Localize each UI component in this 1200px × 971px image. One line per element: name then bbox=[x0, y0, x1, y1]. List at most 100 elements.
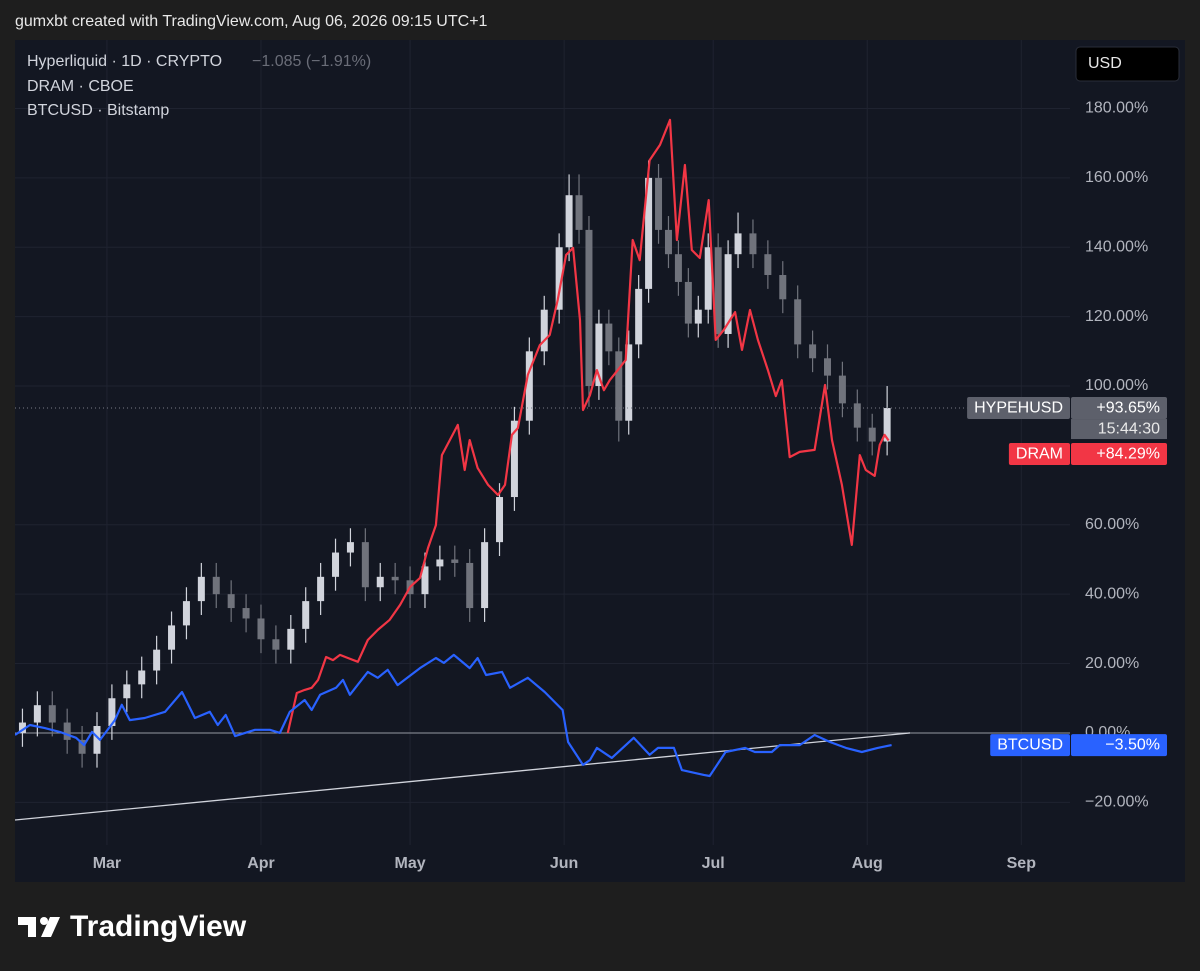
caption: gumxbt created with TradingView.com, Aug… bbox=[15, 13, 488, 30]
candle-body bbox=[645, 177, 653, 289]
candle-body bbox=[779, 275, 787, 300]
candle-body bbox=[694, 309, 702, 324]
candle-body bbox=[565, 195, 573, 248]
brand: TradingView bbox=[70, 910, 247, 943]
candle-body bbox=[525, 351, 533, 421]
plot bbox=[15, 118, 1070, 821]
candle-body bbox=[724, 254, 732, 334]
candle-body bbox=[93, 726, 101, 754]
y-tick-label: 100.00% bbox=[1085, 377, 1148, 394]
candle-body bbox=[168, 625, 176, 650]
tag-name: HYPEHUSD bbox=[974, 399, 1063, 416]
grid bbox=[15, 40, 1070, 845]
tag-value: −3.50% bbox=[1105, 736, 1160, 753]
candle-body bbox=[197, 576, 205, 602]
legend-change: −1.085 (−1.91%) bbox=[252, 53, 371, 70]
y-tick-label: 140.00% bbox=[1085, 238, 1148, 255]
candle-body bbox=[605, 323, 613, 352]
candle-body bbox=[684, 281, 692, 324]
candle-body bbox=[481, 542, 489, 609]
x-tick-label: Apr bbox=[247, 855, 275, 872]
series-line bbox=[15, 653, 892, 778]
chart-area bbox=[15, 40, 1185, 882]
x-tick-label: Jul bbox=[702, 855, 725, 872]
countdown-box bbox=[1071, 419, 1167, 440]
candle-body bbox=[48, 705, 56, 723]
candle-body bbox=[655, 177, 663, 230]
candle-body bbox=[227, 594, 235, 609]
candle-body bbox=[272, 639, 280, 650]
logo-icon bbox=[40, 917, 48, 925]
legend-entry: DRAM · CBOE bbox=[27, 78, 134, 95]
x-tick-label: Mar bbox=[93, 855, 121, 872]
logo-icon bbox=[18, 917, 36, 937]
candle-body bbox=[18, 722, 26, 733]
y-tick-label: 20.00% bbox=[1085, 655, 1139, 672]
y-tick-label: 160.00% bbox=[1085, 169, 1148, 186]
candle-body bbox=[838, 375, 846, 404]
legend-entry: BTCUSD · Bitstamp bbox=[27, 102, 169, 119]
tag-value-box bbox=[1071, 443, 1167, 466]
candle-body bbox=[182, 601, 190, 626]
candle-body bbox=[78, 739, 86, 754]
candle-body bbox=[635, 288, 643, 345]
candle-body bbox=[287, 628, 295, 650]
currency[interactable]: USD bbox=[1088, 55, 1122, 72]
logo-icon bbox=[41, 917, 60, 937]
y-tick-label: 60.00% bbox=[1085, 516, 1139, 533]
candle-body bbox=[794, 299, 802, 345]
tag-name: DRAM bbox=[1016, 445, 1063, 462]
candle-body bbox=[714, 247, 722, 334]
y-tick-label: 180.00% bbox=[1085, 100, 1148, 117]
candle-body bbox=[391, 576, 399, 581]
candle-body bbox=[212, 576, 220, 595]
tag-value: +84.29% bbox=[1096, 445, 1160, 462]
candle-body bbox=[868, 427, 876, 442]
candle-body bbox=[361, 542, 369, 588]
candle-body bbox=[883, 408, 891, 442]
candle-body bbox=[421, 566, 429, 595]
candle-body bbox=[585, 229, 593, 387]
candle-body bbox=[749, 233, 757, 255]
candle-body bbox=[451, 559, 459, 563]
tag-value-box bbox=[1071, 397, 1167, 420]
series-line bbox=[286, 118, 890, 734]
candle-body bbox=[575, 195, 583, 230]
tag-name-box bbox=[990, 734, 1070, 757]
tag-name-box bbox=[1008, 443, 1070, 466]
candle-body bbox=[664, 229, 672, 255]
trend-line bbox=[15, 732, 911, 821]
candle-body bbox=[625, 344, 633, 421]
legend-entry: Hyperliquid · 1D · CRYPTO bbox=[27, 53, 222, 70]
candle-body bbox=[496, 497, 504, 543]
candle-body bbox=[33, 705, 41, 723]
candle-body bbox=[555, 247, 563, 310]
price-tags: HYPEHUSD +93.65% 15:44:30 DRAM +84.29% BTCUSD… bbox=[967, 397, 1167, 757]
y-tick-label: 120.00% bbox=[1085, 308, 1148, 325]
candle-body bbox=[108, 698, 116, 727]
currency-button[interactable] bbox=[1075, 46, 1180, 82]
candle-body bbox=[734, 233, 742, 255]
candle-body bbox=[764, 254, 772, 276]
candle-body bbox=[376, 576, 384, 588]
candle-body bbox=[242, 608, 250, 619]
candle-body bbox=[674, 254, 682, 282]
candle-body bbox=[823, 358, 831, 376]
y-tick-label: 40.00% bbox=[1085, 585, 1139, 602]
candle-body bbox=[615, 351, 623, 421]
candle-body bbox=[704, 247, 712, 310]
candle-body bbox=[153, 649, 161, 671]
candle-body bbox=[123, 684, 131, 699]
candle-body bbox=[436, 559, 444, 567]
tag-name-box bbox=[967, 397, 1070, 420]
candle-body bbox=[257, 618, 265, 640]
x-tick-label: Jun bbox=[550, 855, 578, 872]
candle-body bbox=[346, 542, 354, 553]
x-tick-label: May bbox=[395, 855, 426, 872]
countdown: 15:44:30 bbox=[1098, 420, 1160, 437]
candle-body bbox=[595, 323, 603, 387]
tag-value: +93.65% bbox=[1096, 399, 1160, 416]
candle-body bbox=[63, 722, 71, 740]
candle-body bbox=[138, 670, 146, 685]
